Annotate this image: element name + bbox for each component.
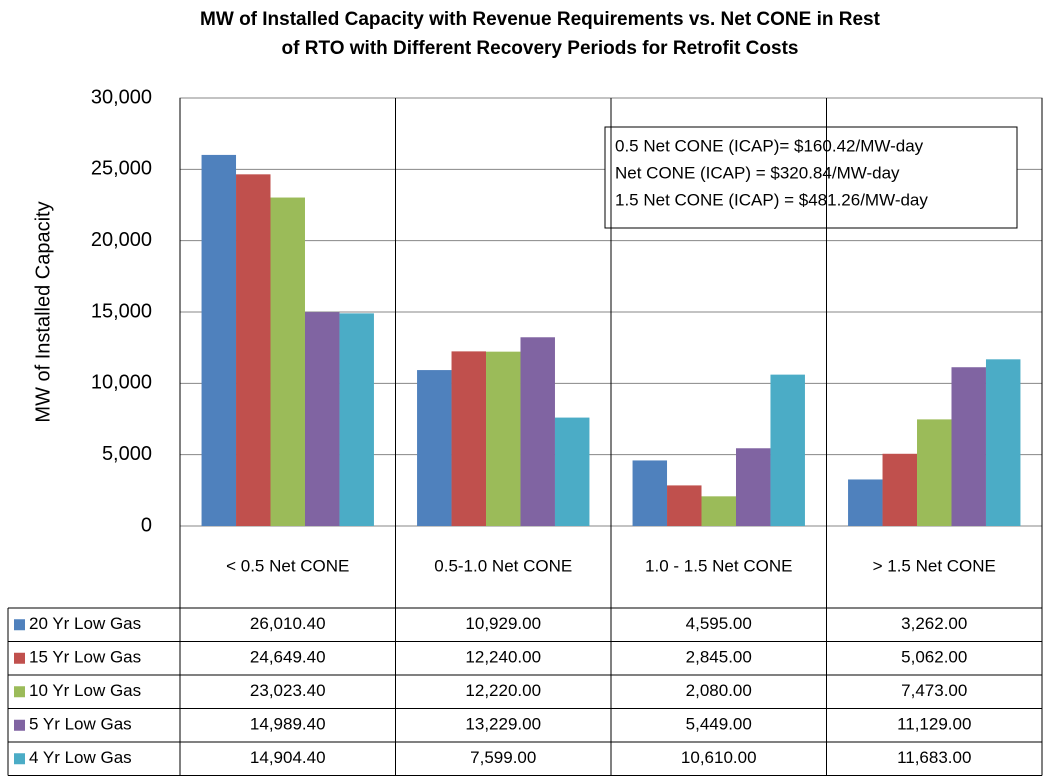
bar bbox=[486, 351, 521, 526]
legend-key bbox=[14, 686, 25, 698]
bar bbox=[770, 374, 805, 526]
category-label: < 0.5 Net CONE bbox=[226, 556, 349, 575]
table-value: 24,649.40 bbox=[250, 648, 326, 667]
bar bbox=[951, 367, 986, 526]
bar bbox=[701, 496, 736, 526]
bar bbox=[985, 359, 1021, 526]
bar bbox=[882, 453, 918, 526]
table-value: 3,262.00 bbox=[901, 614, 967, 633]
category-label: > 1.5 Net CONE bbox=[873, 556, 996, 575]
table-value: 5,449.00 bbox=[686, 715, 752, 734]
annotation: 1.5 Net CONE (ICAP) = $481.26/MW-day bbox=[615, 190, 928, 209]
table-value: 14,904.40 bbox=[250, 748, 326, 767]
legend-label: 20 Yr Low Gas bbox=[29, 614, 141, 633]
legend-key bbox=[14, 753, 25, 765]
table-value: 7,473.00 bbox=[901, 681, 967, 700]
table-value: 12,240.00 bbox=[465, 648, 541, 667]
table-value: 10,610.00 bbox=[681, 748, 757, 767]
y-tick-label: 25,000 bbox=[91, 158, 152, 180]
bar bbox=[632, 460, 668, 526]
legend-label: 15 Yr Low Gas bbox=[29, 648, 141, 667]
bar bbox=[417, 370, 452, 526]
y-tick-label: 20,000 bbox=[91, 229, 152, 251]
legend-label: 5 Yr Low Gas bbox=[29, 715, 132, 734]
bar bbox=[201, 154, 237, 527]
chart-subtitle: of RTO with Different Recovery Periods f… bbox=[282, 38, 799, 59]
y-tick-label: 5,000 bbox=[102, 443, 152, 465]
annotation: 0.5 Net CONE (ICAP)= $160.42/MW-day bbox=[615, 136, 924, 155]
bar bbox=[848, 479, 883, 526]
annotation-box bbox=[604, 126, 1018, 229]
bar bbox=[451, 351, 487, 526]
table-value: 7,599.00 bbox=[470, 748, 536, 767]
table-value: 23,023.40 bbox=[250, 681, 326, 700]
y-tick-label: 15,000 bbox=[91, 300, 152, 322]
y-tick-label: 30,000 bbox=[91, 86, 152, 108]
y-tick-label: 0 bbox=[141, 514, 152, 536]
bar bbox=[917, 419, 952, 526]
legend-label: 10 Yr Low Gas bbox=[29, 681, 141, 700]
legend-key bbox=[14, 619, 25, 631]
bar bbox=[339, 313, 374, 526]
bar bbox=[270, 197, 305, 526]
legend-label: 4 Yr Low Gas bbox=[29, 748, 132, 767]
bar bbox=[554, 417, 590, 526]
table-value: 13,229.00 bbox=[465, 715, 541, 734]
y-axis-label: MW of Installed Capacity bbox=[32, 201, 54, 422]
table-value: 14,989.40 bbox=[250, 715, 326, 734]
annotation: Net CONE (ICAP) = $320.84/MW-day bbox=[615, 163, 900, 182]
bar bbox=[667, 485, 702, 526]
bar bbox=[735, 448, 771, 526]
table-value: 26,010.40 bbox=[250, 614, 326, 633]
legend-key bbox=[14, 652, 25, 664]
chart-title: MW of Installed Capacity with Revenue Re… bbox=[200, 9, 881, 30]
legend-key bbox=[14, 719, 25, 731]
y-tick-label: 10,000 bbox=[91, 372, 152, 394]
table-value: 12,220.00 bbox=[465, 681, 541, 700]
table-value: 11,129.00 bbox=[897, 715, 971, 734]
bar bbox=[236, 174, 271, 527]
category-label: 1.0 - 1.5 Net CONE bbox=[645, 556, 792, 575]
table-value: 4,595.00 bbox=[686, 614, 752, 633]
table-value: 2,845.00 bbox=[686, 648, 752, 667]
bar bbox=[520, 337, 555, 526]
table-value: 10,929.00 bbox=[465, 614, 541, 633]
category-label: 0.5-1.0 Net CONE bbox=[434, 556, 572, 575]
table-value: 5,062.00 bbox=[901, 648, 967, 667]
table-value: 11,683.00 bbox=[897, 748, 971, 767]
bar bbox=[304, 312, 340, 526]
table-value: 2,080.00 bbox=[686, 681, 752, 700]
